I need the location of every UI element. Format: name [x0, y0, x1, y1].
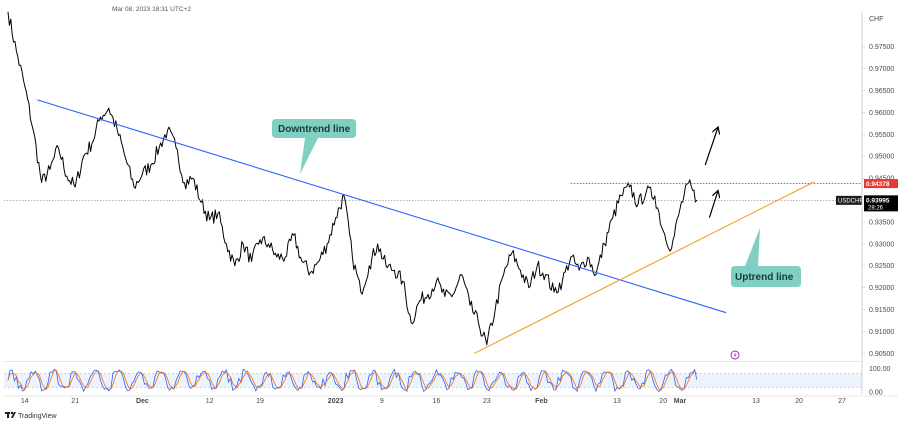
osc-y-tick-label: 100.00 [869, 366, 891, 373]
x-tick-label: 19 [256, 398, 264, 405]
bar-countdown: 28:26 [868, 205, 884, 211]
stochastic-k-line[interactable] [7, 368, 698, 393]
y-tick-label: 0.96500 [869, 88, 894, 95]
x-tick-label: 20 [659, 398, 667, 405]
resistance-value: 0.94378 [866, 181, 890, 188]
x-tick-label: 14 [21, 398, 29, 405]
price-line[interactable] [7, 11, 698, 346]
stochastic-d-line[interactable] [7, 369, 698, 391]
x-tick-label: Feb [535, 398, 547, 405]
lightning-icon-bolt [733, 352, 737, 358]
downtrend-callout[interactable]: Downtrend line [272, 119, 356, 174]
x-tick-label: 13 [752, 398, 760, 405]
x-tick-label: 12 [206, 398, 214, 405]
price-chart-area[interactable]: Downtrend line Uptrend line [4, 11, 862, 354]
x-tick-label: 27 [838, 398, 846, 405]
x-tick-label: 20 [795, 398, 803, 405]
y-tick-label: 0.96000 [869, 110, 894, 117]
projection-arrow-low[interactable] [708, 191, 717, 218]
price-axis[interactable]: CHF 0.97500 0.97000 0.96500 0.96000 0.95500 0… [836, 16, 898, 396]
uptrend-callout-bubble [731, 228, 801, 287]
symbol-tag [836, 195, 862, 205]
x-tick-label: 23 [483, 398, 491, 405]
x-tick-label: 13 [613, 398, 621, 405]
y-tick-label: 0.97500 [869, 44, 894, 51]
projection-arrow-high[interactable] [704, 128, 718, 166]
y-tick-label: 0.91500 [869, 307, 894, 314]
header-timestamp: Mar 08, 2023 18:31 UTC+2 [112, 6, 191, 13]
x-tick-label: 2023 [328, 398, 344, 405]
time-axis[interactable]: 14 21 Dec 12 19 2023 9 16 23 Feb 13 20 Mar 13 20 27 [21, 398, 846, 405]
current-price-badge [864, 195, 898, 212]
y-tick-label: 0.93500 [869, 219, 894, 226]
uptrend-callout[interactable]: Uptrend line [731, 228, 801, 287]
uptrend-line[interactable] [473, 181, 815, 354]
x-tick-label: 21 [71, 398, 79, 405]
x-tick-label: 16 [433, 398, 441, 405]
downtrend-callout-bubble [272, 119, 356, 174]
y-tick-label: 0.93000 [869, 241, 894, 248]
y-tick-label: 0.90500 [869, 351, 894, 358]
current-price-value: 0.93995 [866, 197, 890, 204]
stochastic-pane[interactable] [4, 350, 862, 393]
x-tick-label: 9 [380, 398, 384, 405]
y-tick-label: 0.97000 [869, 66, 894, 73]
tradingview-logo[interactable]: TradingView [5, 411, 57, 420]
stochastic-band [4, 373, 862, 388]
y-tick-label: 0.92000 [869, 285, 894, 292]
resistance-badge [864, 179, 898, 189]
y-tick-label: 0.95500 [869, 132, 894, 139]
y-tick-label: 0.91000 [869, 329, 894, 336]
osc-y-tick-label: 0.00 [869, 389, 883, 396]
x-tick-label: Dec [136, 398, 149, 405]
tradingview-logo-icon [5, 411, 16, 418]
downtrend-callout-text: Downtrend line [278, 124, 351, 135]
symbol-tag-text: USDCHF [838, 198, 863, 204]
tradingview-brand: TradingView [18, 413, 57, 420]
y-tick-label: 0.92500 [869, 263, 894, 270]
x-tick-label: Mar [674, 398, 687, 405]
lightning-icon[interactable] [730, 350, 740, 360]
axis-currency-label: CHF [869, 16, 883, 23]
uptrend-callout-text: Uptrend line [735, 272, 794, 283]
downtrend-line[interactable] [37, 99, 727, 314]
y-tick-label: 0.95000 [869, 154, 894, 161]
